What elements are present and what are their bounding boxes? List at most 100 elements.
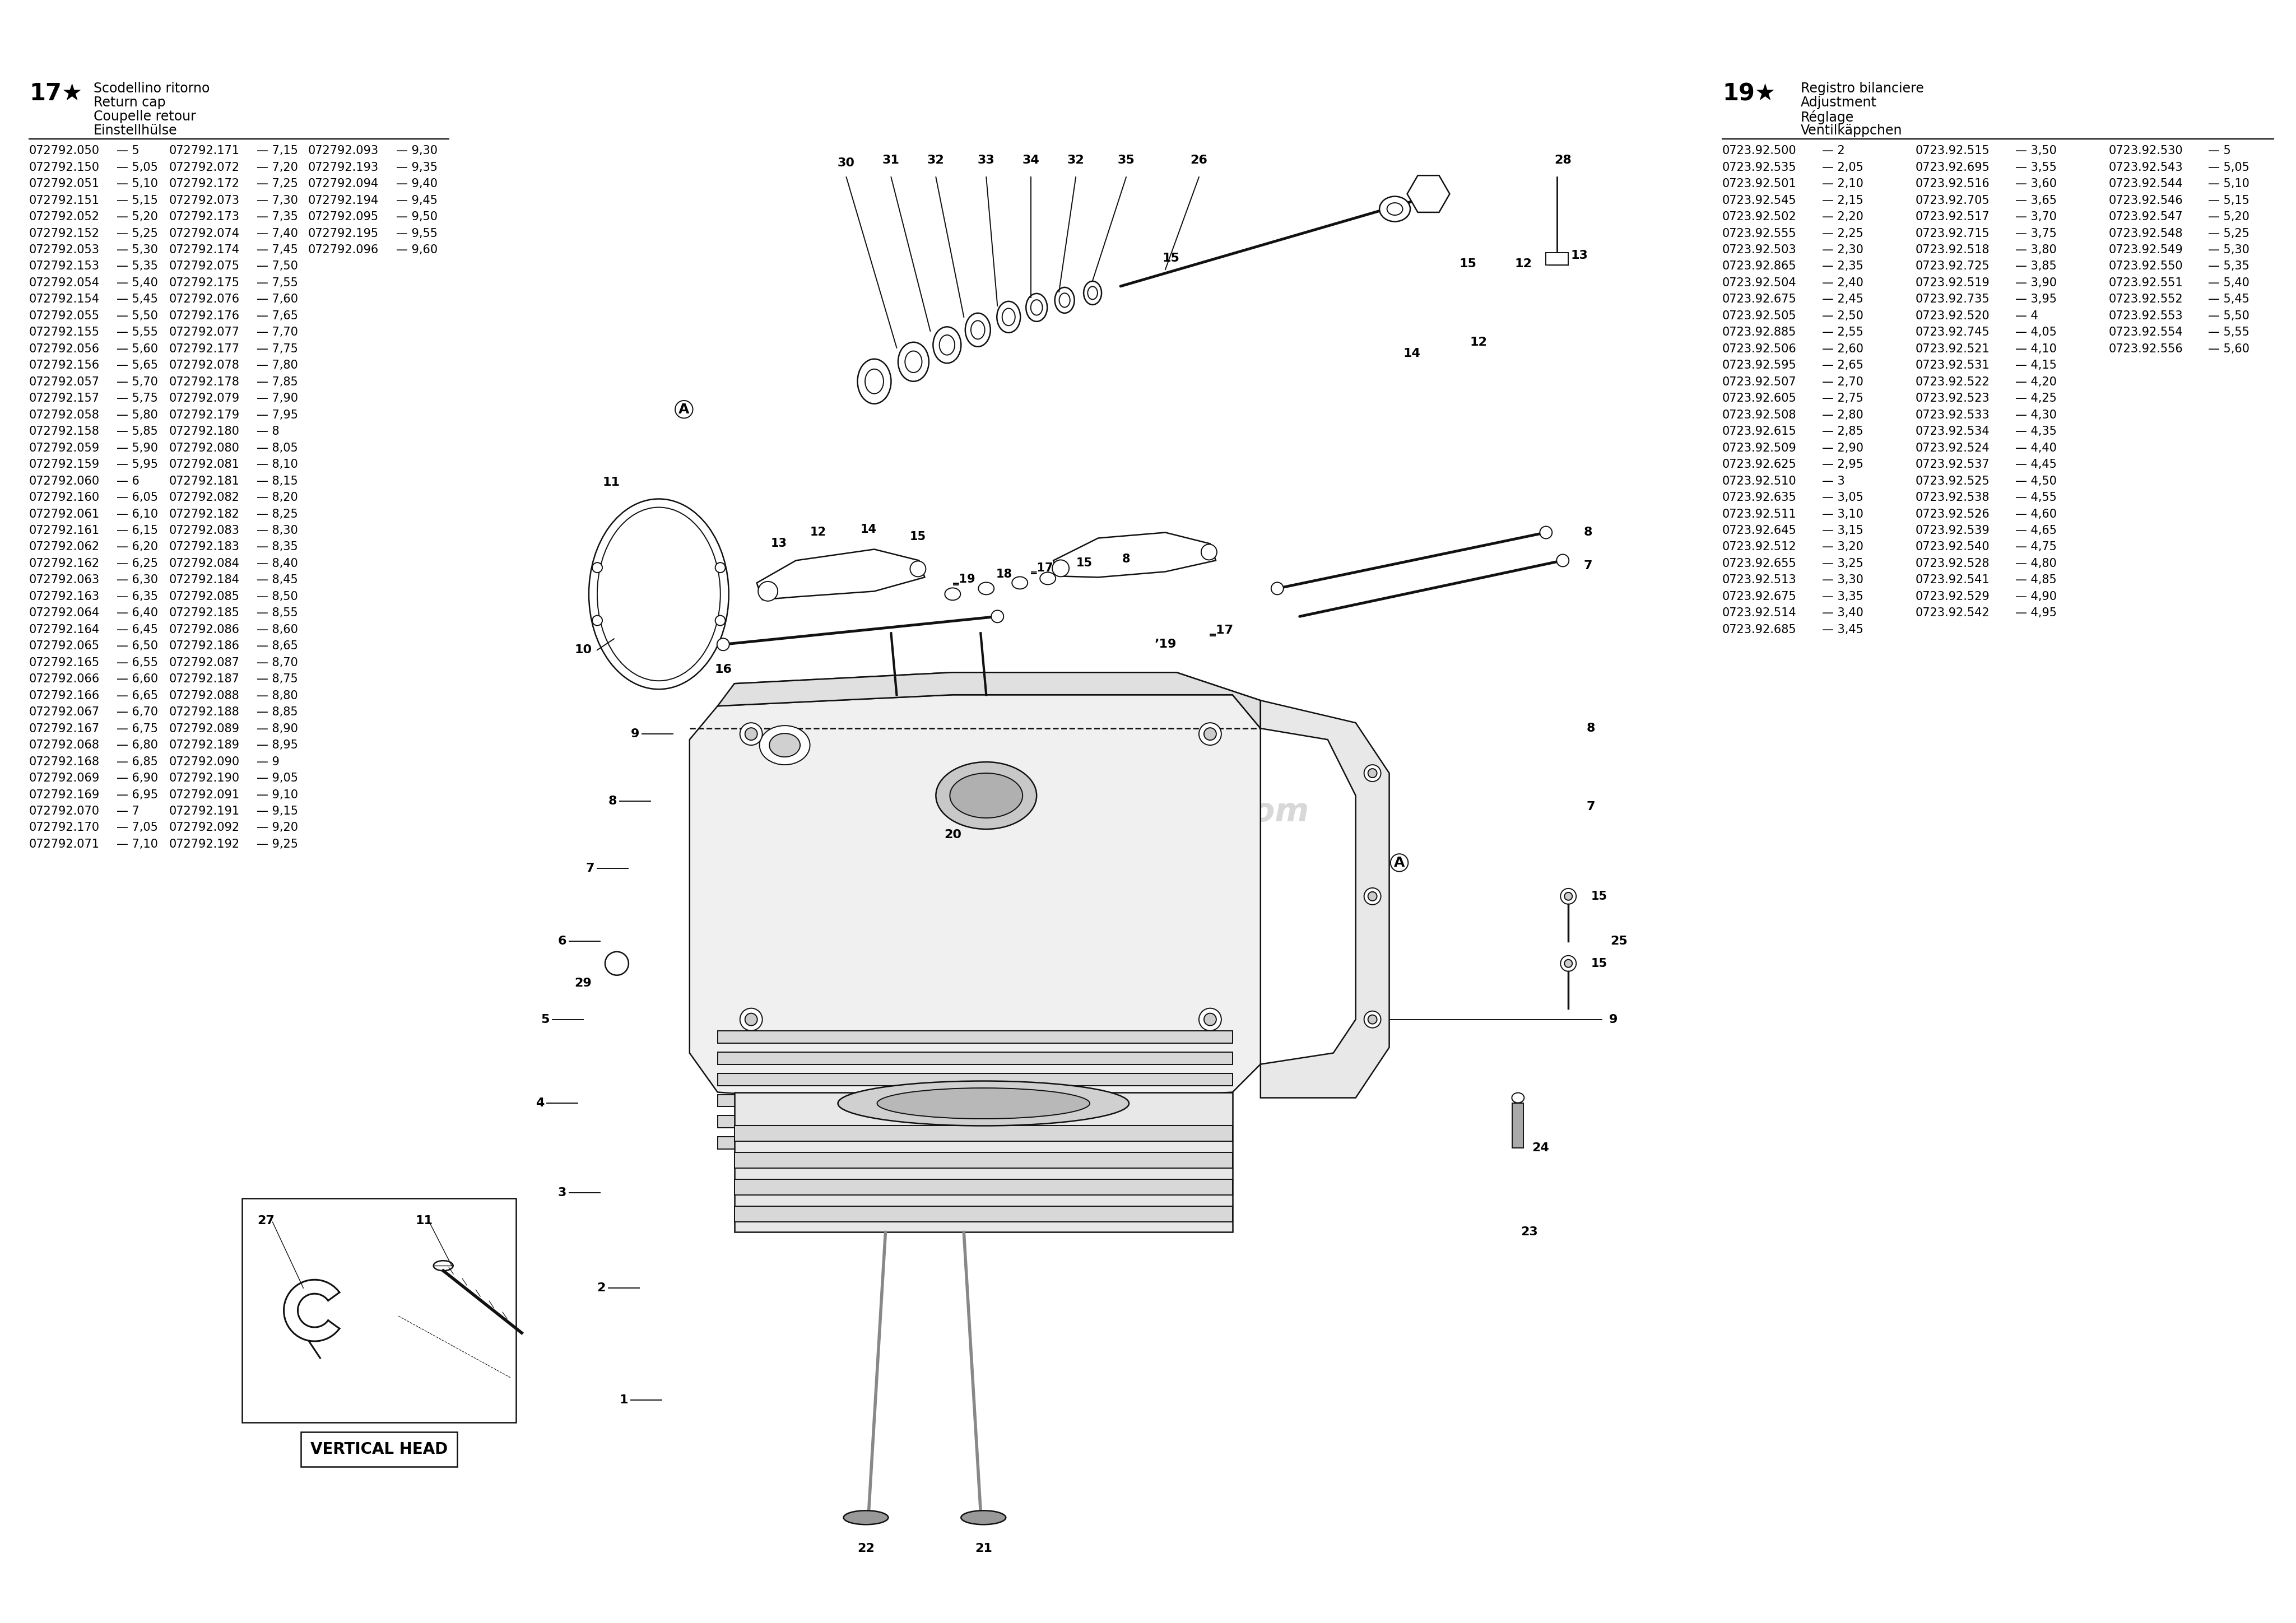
Ellipse shape xyxy=(1561,888,1575,904)
Text: 30: 30 xyxy=(838,157,854,169)
Text: 0723.92.715: 0723.92.715 xyxy=(1915,227,1991,239)
Text: 0723.92.535: 0723.92.535 xyxy=(1722,162,1795,174)
Text: — 9,40: — 9,40 xyxy=(397,179,439,190)
Ellipse shape xyxy=(1364,764,1380,782)
Ellipse shape xyxy=(588,498,728,690)
Text: — 5,40: — 5,40 xyxy=(2209,278,2250,289)
Ellipse shape xyxy=(592,615,602,625)
Text: 072792.071: 072792.071 xyxy=(30,839,99,850)
Ellipse shape xyxy=(1541,526,1552,539)
Text: 072792.191: 072792.191 xyxy=(170,805,239,816)
Text: 0723.92.595: 0723.92.595 xyxy=(1722,360,1798,372)
Text: 072792.066: 072792.066 xyxy=(30,674,99,685)
Text: — 9,10: — 9,10 xyxy=(257,789,298,800)
Text: 15: 15 xyxy=(1077,558,1093,570)
Text: 0723.92.544: 0723.92.544 xyxy=(2108,179,2183,190)
Text: 5: 5 xyxy=(542,1014,549,1026)
Ellipse shape xyxy=(937,761,1035,829)
Text: — 4,60: — 4,60 xyxy=(2016,508,2057,519)
Text: — 2,45: — 2,45 xyxy=(1823,294,1864,305)
Text: — 2,20: — 2,20 xyxy=(1823,211,1864,222)
Text: — 4,15: — 4,15 xyxy=(2016,360,2057,372)
Text: — 6: — 6 xyxy=(117,476,140,487)
Ellipse shape xyxy=(962,1511,1006,1524)
Text: 0723.92.541: 0723.92.541 xyxy=(1915,575,1991,586)
Text: — 4,95: — 4,95 xyxy=(2016,607,2057,618)
Text: 0723.92.500: 0723.92.500 xyxy=(1722,144,1795,156)
Text: 072792.094: 072792.094 xyxy=(308,179,379,190)
Text: — 2,15: — 2,15 xyxy=(1823,195,1864,206)
Text: — 6,20: — 6,20 xyxy=(117,542,158,553)
Text: — 4,35: — 4,35 xyxy=(2016,425,2057,437)
Text: 0723.92.655: 0723.92.655 xyxy=(1722,558,1798,570)
Text: — 6,65: — 6,65 xyxy=(117,690,158,701)
Ellipse shape xyxy=(1564,959,1573,967)
Text: 072792.088: 072792.088 xyxy=(170,690,239,701)
Text: — 2,30: — 2,30 xyxy=(1823,243,1864,255)
Ellipse shape xyxy=(1368,769,1378,777)
Text: — 5,60: — 5,60 xyxy=(117,344,158,354)
Text: 072792.050: 072792.050 xyxy=(30,144,99,156)
Text: 0723.92.615: 0723.92.615 xyxy=(1722,425,1798,437)
Text: 0723.92.529: 0723.92.529 xyxy=(1915,591,1991,602)
Text: 0723.92.518: 0723.92.518 xyxy=(1915,243,1991,255)
Text: 0723.92.549: 0723.92.549 xyxy=(2108,243,2183,255)
Text: 0723.92.556: 0723.92.556 xyxy=(2108,344,2183,354)
Text: 22: 22 xyxy=(856,1543,875,1553)
Text: 0723.92.553: 0723.92.553 xyxy=(2108,310,2183,321)
Text: 15: 15 xyxy=(909,531,925,542)
Text: — 9,30: — 9,30 xyxy=(397,144,439,156)
Text: 0723.92.514: 0723.92.514 xyxy=(1722,607,1795,618)
Text: 9: 9 xyxy=(1609,1014,1616,1026)
Ellipse shape xyxy=(1199,722,1221,745)
Ellipse shape xyxy=(1380,196,1410,222)
Text: — 3,20: — 3,20 xyxy=(1823,542,1864,553)
Text: 072792.063: 072792.063 xyxy=(30,575,99,586)
Text: — 6,90: — 6,90 xyxy=(117,773,158,784)
Text: 072792.068: 072792.068 xyxy=(30,740,99,751)
Text: — 5,50: — 5,50 xyxy=(2209,310,2250,321)
Ellipse shape xyxy=(1368,1014,1378,1024)
Text: — 5,50: — 5,50 xyxy=(117,310,158,321)
Text: 0723.92.516: 0723.92.516 xyxy=(1915,179,1991,190)
Text: 072792.157: 072792.157 xyxy=(30,393,99,404)
Text: — 5,65: — 5,65 xyxy=(117,360,158,372)
Text: — 9: — 9 xyxy=(257,756,280,768)
Text: 0723.92.534: 0723.92.534 xyxy=(1915,425,1991,437)
Text: 072792.057: 072792.057 xyxy=(30,377,99,388)
Text: — 2,75: — 2,75 xyxy=(1823,393,1864,404)
Text: partsforeuropeancars.com: partsforeuropeancars.com xyxy=(820,797,1309,828)
Text: 27: 27 xyxy=(257,1216,276,1227)
Text: 072792.080: 072792.080 xyxy=(170,443,239,453)
Text: — 5,30: — 5,30 xyxy=(117,243,158,255)
Text: — 2,10: — 2,10 xyxy=(1823,179,1864,190)
Text: 0723.92.885: 0723.92.885 xyxy=(1722,326,1795,338)
Polygon shape xyxy=(758,549,925,599)
Text: 0723.92.531: 0723.92.531 xyxy=(1915,360,1991,372)
Ellipse shape xyxy=(932,326,962,364)
Text: 072792.194: 072792.194 xyxy=(308,195,379,206)
Text: — 5,80: — 5,80 xyxy=(117,409,158,420)
Text: — 7,75: — 7,75 xyxy=(257,344,298,354)
Text: — 3,85: — 3,85 xyxy=(2016,261,2057,273)
Text: — 8: — 8 xyxy=(257,425,280,437)
Text: — 5,05: — 5,05 xyxy=(2209,162,2250,174)
Text: 072792.095: 072792.095 xyxy=(308,211,379,222)
Polygon shape xyxy=(719,1031,1233,1044)
Polygon shape xyxy=(719,1138,1233,1149)
Text: ‗19: ‗19 xyxy=(953,575,976,586)
Text: 072792.192: 072792.192 xyxy=(170,839,239,850)
Text: 0723.92.525: 0723.92.525 xyxy=(1915,476,1991,487)
Text: — 8,60: — 8,60 xyxy=(257,623,298,635)
Text: — 3,25: — 3,25 xyxy=(1823,558,1864,570)
Text: — 7,25: — 7,25 xyxy=(257,179,298,190)
Text: 0723.92.552: 0723.92.552 xyxy=(2108,294,2183,305)
Text: 072792.076: 072792.076 xyxy=(170,294,239,305)
Text: 072792.089: 072792.089 xyxy=(170,724,239,734)
Polygon shape xyxy=(735,1092,1233,1232)
Text: 072792.090: 072792.090 xyxy=(170,756,239,768)
Text: — 6,85: — 6,85 xyxy=(117,756,158,768)
Text: 072792.069: 072792.069 xyxy=(30,773,99,784)
Text: — 3,05: — 3,05 xyxy=(1823,492,1864,503)
Text: — 6,25: — 6,25 xyxy=(117,558,158,570)
